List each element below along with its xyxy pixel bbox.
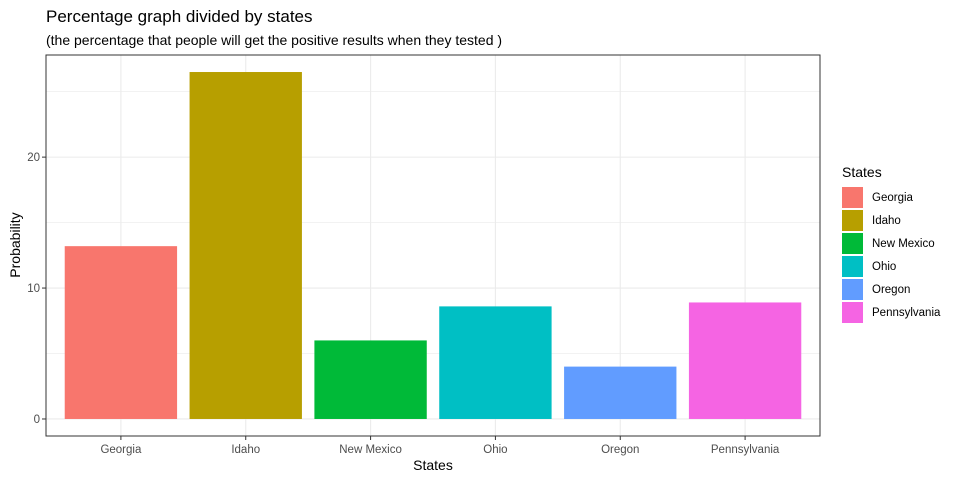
legend-label: Ohio (872, 260, 897, 273)
legend-color-key (842, 302, 863, 323)
x-tick-label: Pennsylvania (711, 444, 780, 456)
legend-color-key (842, 256, 863, 277)
legend-color-key (842, 233, 863, 254)
x-tick-label: New Mexico (339, 444, 402, 456)
bar-idaho (189, 72, 302, 419)
y-axis-ticks: 0 10 20 (27, 152, 46, 426)
x-tick-label: Ohio (483, 444, 507, 456)
legend: States Georgia Idaho New Mexico Ohio Oregon P… (842, 164, 940, 324)
x-tick-label: Oregon (601, 444, 639, 456)
bar-georgia (64, 246, 178, 419)
y-tick-label: 10 (27, 283, 40, 295)
legend-label: Oregon (872, 283, 911, 296)
x-axis-title: States (413, 457, 453, 473)
x-tick-label: Idaho (231, 444, 260, 456)
legend-label: Pennsylvania (872, 306, 941, 319)
bars (64, 72, 802, 419)
x-tick-label: Georgia (100, 444, 142, 456)
legend-label: Idaho (872, 214, 901, 227)
legend-label: New Mexico (872, 237, 935, 250)
legend-item: Georgia (842, 186, 940, 209)
legend-title: States (842, 164, 882, 180)
legend-items: Georgia Idaho New Mexico Ohio Oregon Pennsylv… (842, 186, 940, 324)
legend-item: Pennsylvania (842, 301, 940, 324)
legend-label: Georgia (872, 191, 913, 204)
plot-panel-border (45, 54, 821, 437)
chart-subtitle: (the percentage that people will get the… (46, 32, 503, 48)
legend-color-key (842, 187, 863, 208)
legend-color-key (842, 210, 863, 231)
y-tick-label: 0 (34, 414, 40, 426)
chart-title: Percentage graph divided by states (46, 7, 313, 26)
legend-item: Oregon (842, 278, 940, 301)
y-axis-title: Probability (7, 212, 23, 277)
bar-ohio (439, 306, 552, 419)
x-axis-ticks: Georgia Idaho New Mexico Ohio Oregon Pennsylv… (100, 436, 780, 456)
bar-new-mexico (314, 340, 427, 419)
bar-oregon (564, 366, 677, 419)
y-tick-label: 20 (27, 152, 40, 164)
legend-color-key (842, 279, 863, 300)
legend-item: New Mexico (842, 232, 940, 255)
legend-item: Idaho (842, 209, 940, 232)
bar-pennsylvania (688, 302, 802, 419)
legend-item: Ohio (842, 255, 940, 278)
